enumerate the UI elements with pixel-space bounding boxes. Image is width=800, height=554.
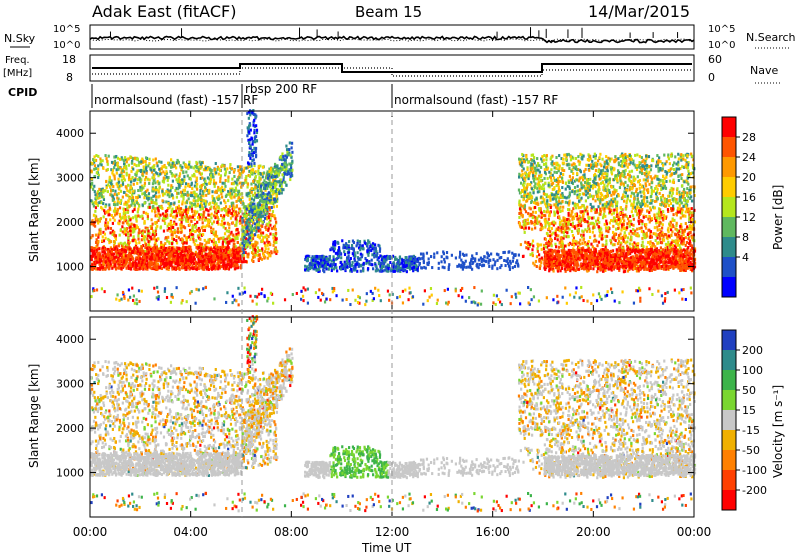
xtick-label-6: 00:00: [677, 525, 712, 539]
velocity-colorbar-swatch-2: [722, 370, 736, 391]
velocity-colorbar-swatch-8: [722, 490, 736, 511]
velocity-ytick-label-0: 1000: [56, 467, 84, 480]
nave-tick-bottom: 0: [708, 71, 715, 84]
nsearch-tick-bottom: 10^0: [708, 40, 735, 51]
date-title: 14/Mar/2015: [588, 2, 690, 21]
velocity-heatmap: [90, 315, 697, 513]
velocity-colorbar: 200 100 50 15 -15 -50 -100 -200 Velocity [m s⁻¹…: [721, 329, 785, 511]
velocity-yticks: 1000 2000 3000 4000: [56, 333, 694, 480]
power-yticks: 1000 2000 3000 4000: [56, 127, 694, 274]
xtick-label-0: 00:00: [73, 525, 108, 539]
power-colorbar-swatch-1: [722, 137, 736, 158]
freq-tick-bottom: 8: [66, 71, 73, 84]
power-heatmap: [90, 109, 697, 307]
power-colorbar-tick-1: 24: [742, 151, 756, 164]
velocity-colorbar-swatch-5: [722, 430, 736, 451]
power-colorbar-swatch-5: [722, 217, 736, 238]
power-colorbar-swatch-2: [722, 157, 736, 178]
velocity-colorbar-tick-3: 15: [742, 404, 756, 417]
cpid-row: CPID normalsound (fast) -157 RF rbsp 200…: [8, 82, 558, 108]
nave-tick-top: 60: [708, 53, 722, 66]
xtick-label-2: 08:00: [274, 525, 309, 539]
power-colorbar-tick-0: 28: [742, 131, 756, 144]
cpid-segment-3: normalsound (fast) -157 RF: [394, 93, 558, 107]
power-colorbar-swatch-6: [722, 237, 736, 258]
xtick-label-3: 12:00: [375, 525, 410, 539]
velocity-colorbar-swatch-0: [722, 330, 736, 351]
power-colorbar-tick-3: 16: [742, 191, 756, 204]
freq-tick-top: 18: [62, 53, 76, 66]
velocity-colorbar-swatch-1: [722, 350, 736, 371]
nsearch-tick-top: 10^5: [708, 24, 735, 35]
power-colorbar-tick-6: 4: [742, 251, 749, 264]
cpid-segment-1: normalsound (fast) -157 RF: [94, 93, 258, 107]
velocity-ytick-label-1: 2000: [56, 422, 84, 435]
radar-title: Adak East (fitACF): [92, 2, 236, 21]
velocity-colorbar-swatch-4: [722, 410, 736, 431]
velocity-ylabel: Slant Range [km]: [27, 364, 41, 468]
velocity-colorbar-label: Velocity [m s⁻¹]: [771, 385, 785, 478]
power-colorbar-tick-2: 20: [742, 171, 756, 184]
velocity-colorbar-tick-5: -50: [742, 444, 760, 457]
power-ytick-label-2: 3000: [56, 172, 84, 185]
cpid-segment-2: rbsp 200 RF: [245, 82, 317, 96]
nsky-tick-top: 10^5: [53, 24, 80, 35]
power-colorbar-swatch-3: [722, 177, 736, 198]
xtick-label-1: 04:00: [173, 525, 208, 539]
power-ylabel: Slant Range [km]: [27, 158, 41, 262]
nsky-label: N.Sky: [4, 32, 36, 45]
velocity-colorbar-tick-1: 100: [742, 364, 763, 377]
power-colorbar-tick-4: 12: [742, 211, 756, 224]
freq-unit: [MHz]: [3, 68, 32, 79]
xtick-label-4: 16:00: [475, 525, 510, 539]
nsky-trace: [89, 27, 695, 44]
power-colorbar-swatch-0: [722, 117, 736, 138]
velocity-colorbar-swatch-7: [722, 470, 736, 491]
freq-label: Freq.: [5, 55, 30, 66]
nsky-tick-bottom: 10^0: [53, 40, 80, 51]
velocity-colorbar-tick-6: -100: [742, 464, 767, 477]
velocity-ytick-label-2: 3000: [56, 378, 84, 391]
power-panel: Slant Range [km] 1000 2000 3000 4000: [27, 109, 697, 312]
velocity-ytick-label-3: 4000: [56, 333, 84, 346]
power-colorbar-tick-5: 8: [742, 231, 749, 244]
power-colorbar-swatch-4: [722, 197, 736, 218]
velocity-colorbar-tick-0: 200: [742, 344, 763, 357]
xtick-label-5: 20:00: [576, 525, 611, 539]
power-colorbar: 28 24 20 16 12 8 4 Power [dB]: [721, 116, 785, 298]
beam-title: Beam 15: [355, 3, 422, 21]
power-ytick-label-3: 4000: [56, 127, 84, 140]
power-colorbar-swatch-8: [722, 277, 736, 298]
nsearch-label: N.Search: [746, 31, 796, 44]
xaxis-label: Time UT: [361, 541, 412, 554]
power-colorbar-swatch-7: [722, 257, 736, 278]
power-ytick-label-0: 1000: [56, 261, 84, 274]
nave-label: Nave: [750, 64, 778, 77]
freq-panel: Freq. [MHz] 18 8 60 0 Nave: [3, 53, 780, 84]
power-colorbar-label: Power [dB]: [771, 185, 785, 250]
velocity-colorbar-tick-4: -15: [742, 424, 760, 437]
velocity-colorbar-swatch-6: [722, 450, 736, 471]
velocity-colorbar-tick-7: -200: [742, 484, 767, 497]
cpid-label: CPID: [8, 86, 37, 99]
power-ytick-label-1: 2000: [56, 216, 84, 229]
time-xticks: 00:00 04:00 08:00 12:00 16:00 20:00 00:00: [73, 111, 712, 539]
nave-trace: [92, 67, 692, 77]
velocity-colorbar-tick-2: 50: [742, 384, 756, 397]
nsky-panel: N.Sky 10^5 10^0 10^5 10^0 N.Search: [4, 24, 796, 51]
velocity-colorbar-swatch-3: [722, 390, 736, 411]
